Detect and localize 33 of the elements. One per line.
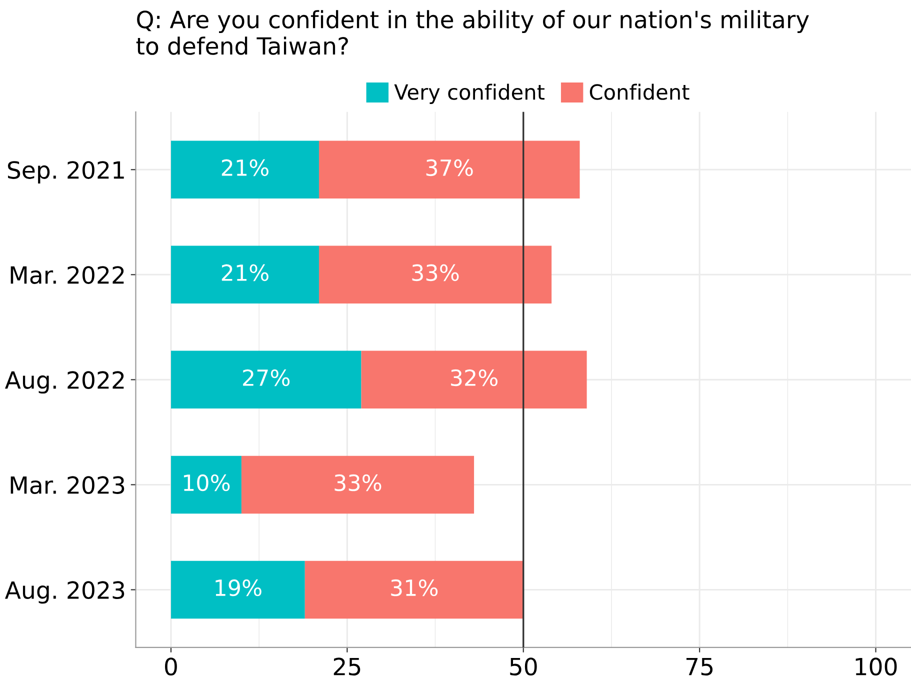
y-tick-label: Mar. 2023: [10, 476, 124, 494]
x-tick-label: 50: [510, 658, 537, 676]
data-label: 33%: [334, 474, 382, 492]
bar: [318, 246, 552, 304]
bar: [241, 456, 474, 514]
x-tick-label: 25: [334, 658, 360, 676]
x-tick-label: 100: [856, 658, 897, 676]
bar: [170, 456, 242, 514]
data-label: 33%: [412, 264, 459, 282]
data-label: 27%: [243, 369, 290, 386]
x-tick-label: 75: [686, 658, 713, 676]
bar: [318, 140, 580, 199]
bar: [170, 560, 305, 619]
legend-label: Confident: [590, 84, 690, 100]
bar: [361, 350, 587, 409]
data-label: 31%: [391, 579, 438, 596]
chart-title: Q: Are you confident in the ability of our nation's military to defend Taiwan?: [136, 10, 809, 55]
data-label: 37%: [426, 159, 473, 176]
legend-label: Very confident: [394, 84, 544, 104]
y-tick-label: Aug. 2023: [5, 581, 124, 604]
bar: [304, 560, 524, 619]
data-label: 21%: [222, 159, 268, 176]
data-label: 19%: [216, 579, 262, 596]
bar: [170, 350, 362, 409]
data-label: 10%: [184, 474, 230, 492]
x-tick-label: 0: [165, 658, 177, 676]
bar: [170, 140, 319, 199]
y-tick-label: Aug. 2022: [5, 371, 124, 394]
data-label: 32%: [451, 369, 498, 386]
y-tick-label: Mar. 2022: [10, 266, 124, 284]
data-label: 21%: [222, 264, 268, 282]
y-tick-label: Sep. 2021: [8, 161, 124, 184]
bar: [170, 246, 319, 304]
